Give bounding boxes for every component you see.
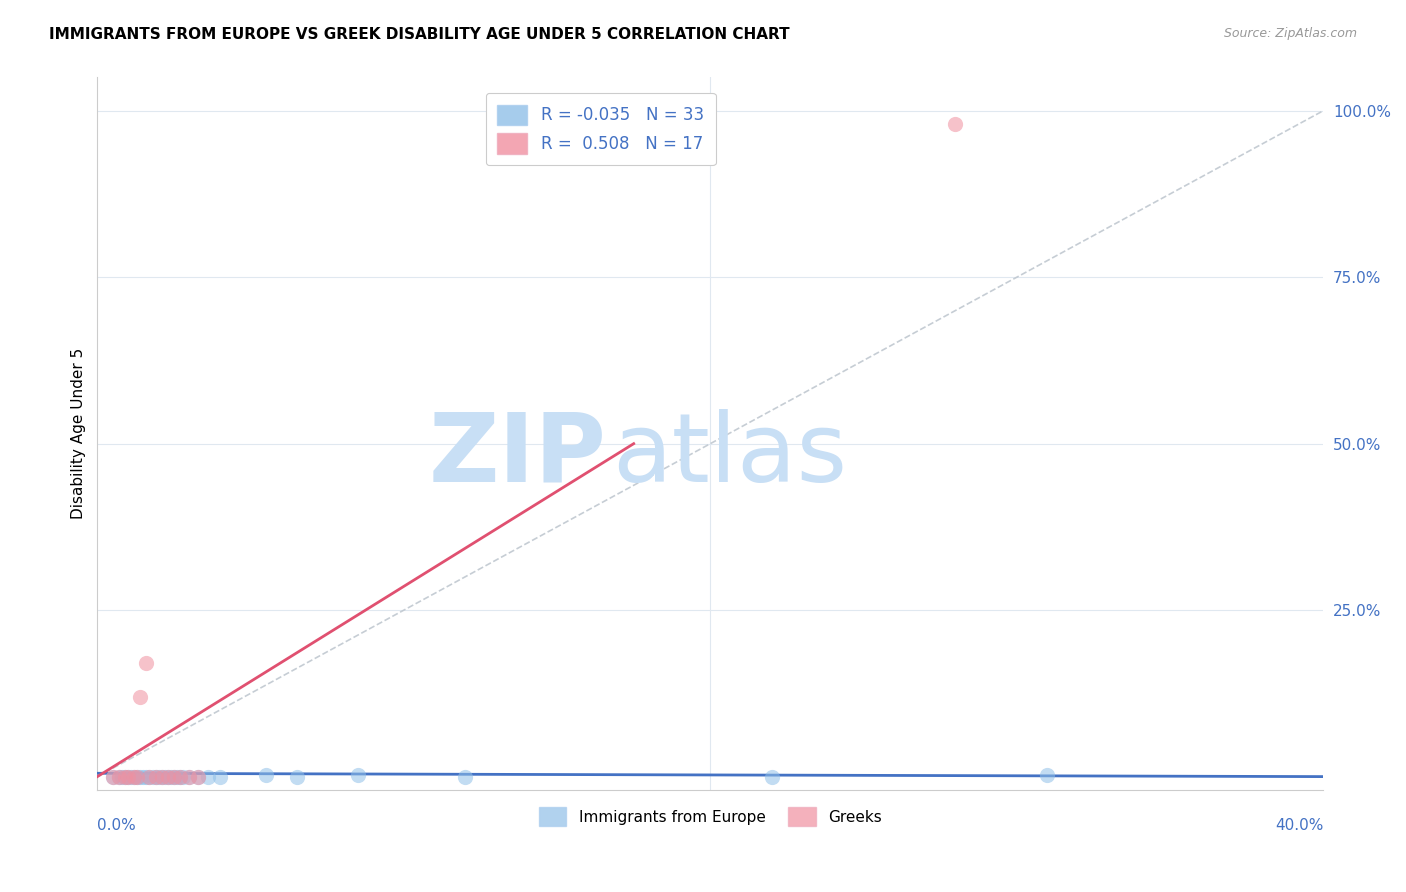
Point	[117, 770, 139, 784]
Point	[135, 657, 157, 671]
Point	[156, 770, 179, 784]
Point	[132, 770, 155, 784]
Point	[120, 770, 142, 784]
Point	[107, 770, 129, 784]
Point	[285, 770, 308, 784]
Point	[122, 770, 145, 784]
Point	[129, 770, 152, 784]
Point	[160, 770, 183, 784]
Point	[148, 770, 170, 784]
Point	[153, 770, 176, 784]
Point	[163, 770, 186, 784]
Text: atlas: atlas	[612, 409, 848, 501]
Point	[347, 767, 370, 781]
Text: Source: ZipAtlas.com: Source: ZipAtlas.com	[1223, 27, 1357, 40]
Point	[208, 770, 231, 784]
Point	[127, 770, 149, 784]
Point	[197, 770, 219, 784]
Point	[156, 770, 179, 784]
Point	[122, 770, 145, 784]
Point	[169, 770, 191, 784]
Point	[129, 690, 152, 704]
Point	[101, 770, 124, 784]
Point	[138, 770, 160, 784]
Point	[145, 770, 167, 784]
Point	[163, 770, 186, 784]
Point	[172, 770, 194, 784]
Point	[454, 770, 477, 784]
Point	[179, 770, 201, 784]
Point	[179, 770, 201, 784]
Point	[945, 117, 967, 131]
Point	[141, 770, 163, 784]
Point	[114, 770, 136, 784]
Point	[150, 770, 173, 784]
Point	[114, 770, 136, 784]
Text: ZIP: ZIP	[429, 409, 606, 501]
Legend: Immigrants from Europe, Greeks: Immigrants from Europe, Greeks	[533, 801, 889, 832]
Point	[138, 770, 160, 784]
Point	[150, 770, 173, 784]
Point	[135, 770, 157, 784]
Point	[187, 770, 209, 784]
Point	[111, 770, 134, 784]
Point	[127, 770, 149, 784]
Point	[254, 767, 277, 781]
Point	[169, 770, 191, 784]
Point	[761, 770, 783, 784]
Text: 40.0%: 40.0%	[1275, 819, 1323, 833]
Text: 0.0%: 0.0%	[97, 819, 136, 833]
Point	[117, 770, 139, 784]
Point	[1036, 768, 1059, 782]
Point	[187, 770, 209, 784]
Y-axis label: Disability Age Under 5: Disability Age Under 5	[72, 348, 86, 519]
Point	[166, 770, 188, 784]
Point	[107, 770, 129, 784]
Point	[145, 770, 167, 784]
Text: IMMIGRANTS FROM EUROPE VS GREEK DISABILITY AGE UNDER 5 CORRELATION CHART: IMMIGRANTS FROM EUROPE VS GREEK DISABILI…	[49, 27, 790, 42]
Point	[101, 770, 124, 784]
